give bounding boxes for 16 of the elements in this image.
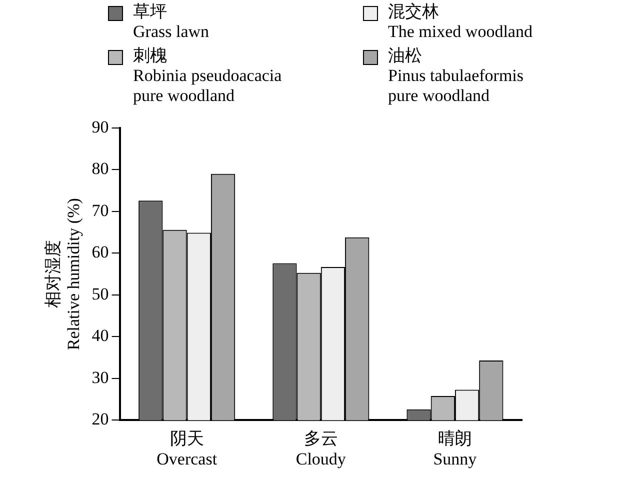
legend-label: 混交林 The mixed woodland: [388, 2, 532, 42]
legend-label: 油松 Pinus tabulaeformis pure woodland: [388, 46, 524, 106]
y-axis-title: 相对湿度 Relative humidity (%): [44, 198, 84, 350]
y-tick-label: 70: [92, 200, 109, 220]
y-tick-label: 60: [92, 242, 109, 262]
y-tick-label: 90: [92, 117, 109, 136]
y-tick-label: 30: [92, 368, 109, 387]
y-tick-label: 20: [92, 410, 109, 429]
x-tick-label: 多云 Cloudy: [296, 428, 346, 468]
legend-label: 草坪 Grass lawn: [133, 2, 210, 42]
x-tick-label: 阴天 Overcast: [156, 428, 218, 468]
y-tick-label: 40: [92, 326, 109, 346]
y-tick-label: 50: [92, 284, 109, 304]
x-tick-label: 晴朗 Sunny: [433, 428, 478, 468]
legend-label: 刺槐 Robinia pseudoacacia pure woodland: [133, 46, 282, 106]
y-tick-label: 80: [92, 159, 109, 178]
